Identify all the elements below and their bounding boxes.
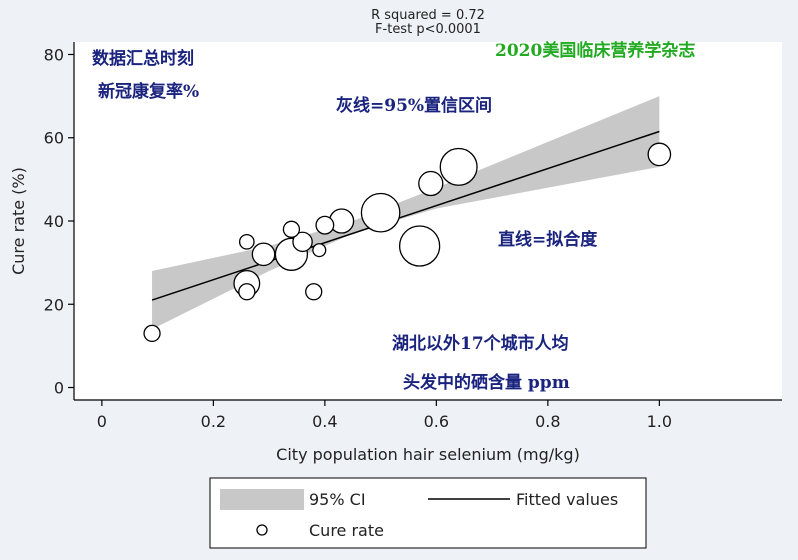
x-ticks: 0 0.2 0.4 0.6 0.8 1.0: [97, 400, 672, 431]
data-point: [360, 192, 401, 233]
data-point: [647, 142, 672, 167]
y-tick-label: 40: [44, 212, 64, 231]
data-point: [418, 170, 444, 197]
annotation-ci-note: 灰线=95%置信区间: [336, 95, 492, 116]
y-tick-label: 20: [44, 295, 64, 314]
data-point: [305, 283, 323, 301]
x-tick-label: 0.4: [312, 412, 337, 431]
title-line-2: F-test p<0.0001: [375, 22, 481, 37]
x-tick-label: 0.6: [424, 412, 449, 431]
annotation-fit-note: 直线=拟合度: [498, 229, 598, 250]
points-layer: [143, 142, 672, 343]
data-point: [315, 215, 335, 235]
y-tick-label: 80: [44, 45, 64, 64]
annotation-data-time: 数据汇总时刻: [92, 48, 194, 69]
title-line-1: R squared = 0.72: [371, 8, 485, 23]
x-tick-label: 1.0: [647, 412, 672, 431]
data-point: [398, 225, 441, 267]
fitted-line-layer: [151, 130, 660, 301]
legend-cure-label: Cure rate: [309, 521, 384, 540]
x-axis-label: City population hair selenium (mg/kg): [276, 445, 580, 464]
ci-band-layer: [152, 96, 660, 330]
fitted-line: [151, 130, 660, 301]
data-point: [238, 233, 255, 250]
x-tick-label: 0: [97, 412, 107, 431]
data-point: [439, 147, 478, 186]
annotation-selenium-line-1: 湖北以外17个城市人均: [392, 333, 569, 354]
legend-ci-swatch: [220, 489, 304, 510]
y-axis-label: Cure rate (%): [9, 167, 28, 275]
data-point: [292, 231, 313, 253]
y-tick-label: 0: [54, 379, 64, 398]
x-tick-label: 0.8: [535, 412, 560, 431]
data-point: [312, 243, 327, 258]
legend-fitted-label: Fitted values: [516, 490, 618, 509]
data-point: [282, 220, 301, 238]
annotation-selenium-line-2: 头发中的硒含量 ppm: [403, 372, 570, 393]
annotation-journal: 2020美国临床营养学杂志: [495, 40, 695, 61]
data-point: [251, 242, 276, 267]
legend-box: [209, 477, 647, 549]
legend-cure-swatch: [256, 524, 268, 536]
legend: 95% CI Fitted values Cure rate: [209, 477, 647, 549]
y-ticks: 0 20 40 60 80: [44, 45, 74, 398]
data-point: [143, 324, 161, 343]
data-point: [238, 283, 256, 301]
legend-ci-label: 95% CI: [309, 490, 366, 509]
x-tick-label: 0.2: [201, 412, 226, 431]
y-tick-label: 60: [44, 129, 64, 148]
plot-area: [74, 42, 782, 400]
annotation-recovery-rate: 新冠康复率%: [98, 81, 199, 102]
ci-band: [152, 96, 660, 330]
